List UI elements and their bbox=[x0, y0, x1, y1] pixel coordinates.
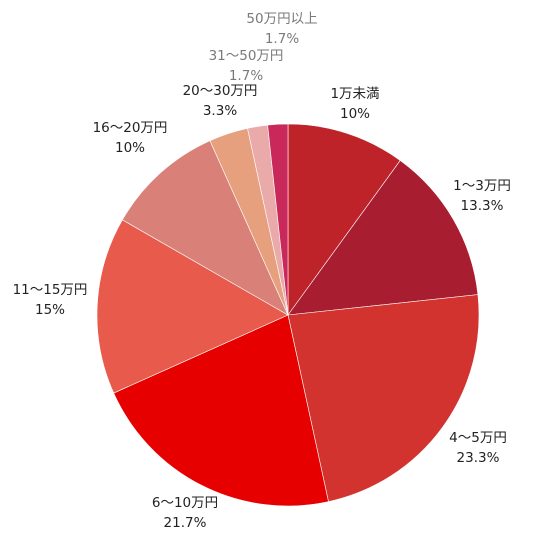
pie-slice bbox=[113, 314, 329, 507]
slice-label: 31〜50万円 1.7% bbox=[209, 48, 284, 84]
slice-label: 16〜20万円 10% bbox=[93, 120, 168, 156]
pie-slice bbox=[287, 160, 479, 316]
pie-slice bbox=[267, 123, 289, 316]
slice-name: 16〜20万円 bbox=[93, 120, 168, 136]
slice-value-label: 10% bbox=[340, 106, 370, 122]
slice-name: 1〜3万円 bbox=[453, 178, 511, 194]
pie-slice bbox=[287, 123, 401, 316]
slice-label: 50万円以上 1.7% bbox=[246, 11, 317, 47]
slice-label: 20〜30万円 3.3% bbox=[183, 83, 258, 119]
slice-label: 11〜15万円 15% bbox=[13, 282, 88, 318]
slice-value-label: 10% bbox=[115, 140, 145, 156]
slice-label: 4〜5万円 23.3% bbox=[449, 430, 507, 466]
slice-label: 6〜10万円 21.7% bbox=[152, 495, 218, 531]
pie-slice bbox=[121, 140, 289, 316]
slice-value-label: 3.3% bbox=[203, 103, 237, 119]
slice-value-label: 23.3% bbox=[457, 450, 500, 466]
slice-value-label: 13.3% bbox=[461, 198, 504, 214]
slice-label: 1万未満 10% bbox=[330, 86, 379, 122]
slice-name: 20〜30万円 bbox=[183, 83, 258, 99]
slice-name: 31〜50万円 bbox=[209, 48, 284, 64]
slice-label: 1〜3万円 13.3% bbox=[453, 178, 511, 214]
slice-name: 50万円以上 bbox=[246, 11, 317, 27]
pie-slice bbox=[96, 219, 289, 394]
slice-name: 11〜15万円 bbox=[13, 282, 88, 298]
slice-value-label: 21.7% bbox=[164, 515, 207, 531]
slice-name: 1万未満 bbox=[330, 86, 379, 102]
slice-value-label: 1.7% bbox=[229, 68, 263, 84]
slice-value-label: 15% bbox=[35, 302, 65, 318]
pie-slice bbox=[287, 294, 480, 503]
slice-name: 4〜5万円 bbox=[449, 430, 507, 446]
slice-value-label: 1.7% bbox=[265, 31, 299, 47]
slice-name: 6〜10万円 bbox=[152, 495, 218, 511]
